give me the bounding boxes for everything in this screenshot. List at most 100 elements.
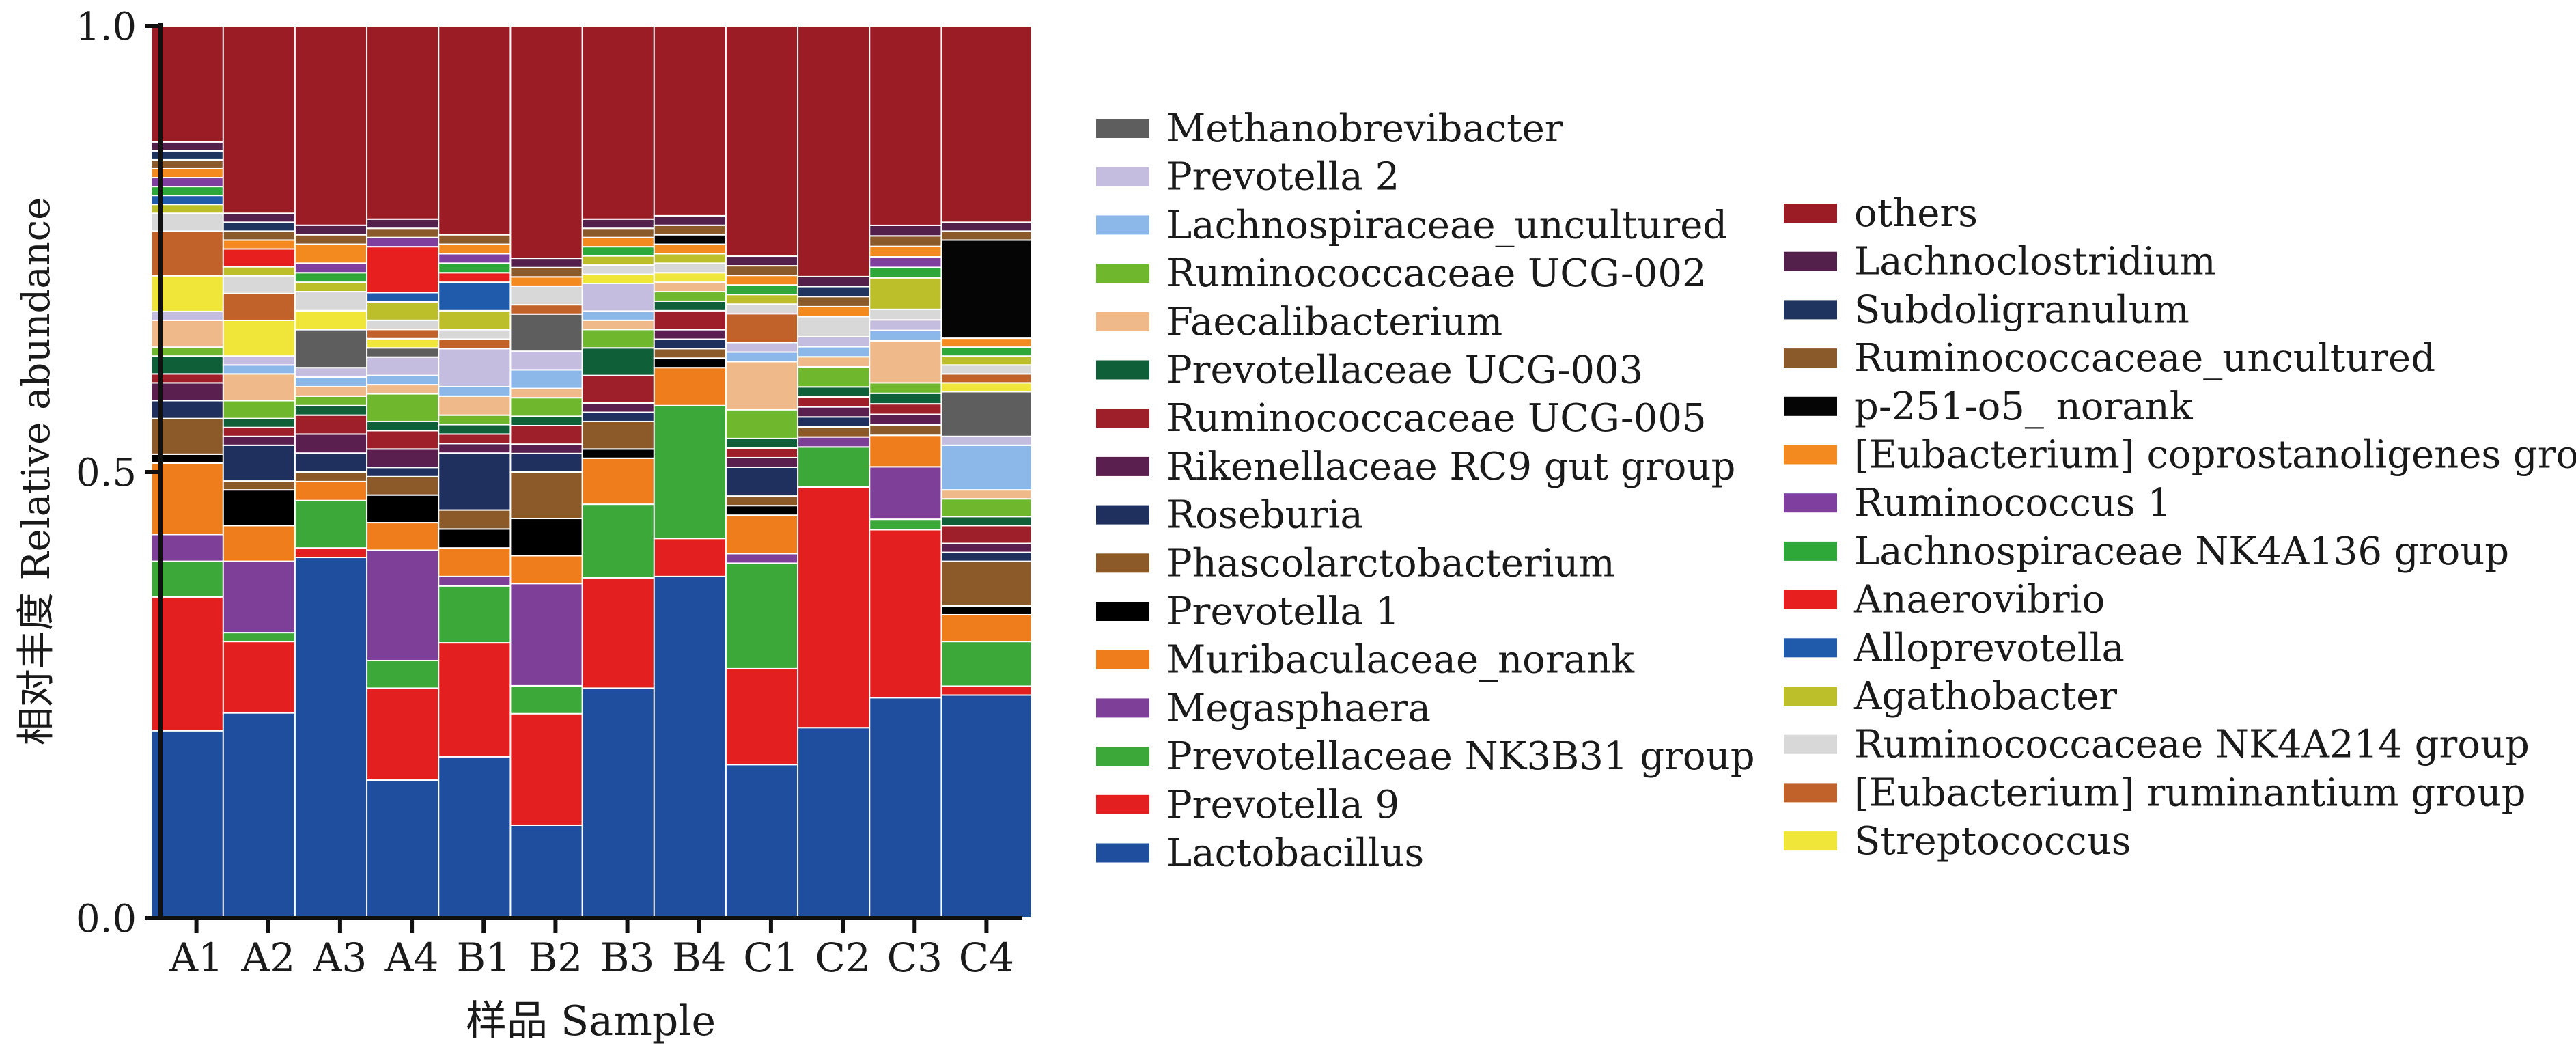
legend-swatch (1784, 541, 1837, 561)
x-tick-label: C4 (959, 935, 1014, 981)
bar-segment-C4-26 (940, 230, 1033, 241)
bars-layer (150, 25, 1033, 919)
bar-segment-C4-2 (940, 641, 1033, 687)
bar-segment-C4-19 (940, 355, 1033, 366)
legend-label: p-251-o5_ norank (1854, 385, 2194, 429)
legend-label: Lachnoclostridium (1854, 240, 2216, 284)
legend-swatch (1096, 409, 1149, 428)
legend-swatch (1096, 360, 1149, 380)
legend-label: [Eubacterium] ruminantium group (1854, 771, 2526, 815)
bar-segment-C4-10 (940, 516, 1033, 527)
x-tick-label: B3 (600, 935, 655, 981)
legend-swatch (1784, 493, 1837, 513)
x-tick-label: A4 (384, 935, 439, 981)
legend-swatch (1784, 348, 1837, 368)
legend-label: Ruminococcus 1 (1854, 481, 2172, 525)
legend-swatch (1096, 505, 1149, 525)
legend-swatch (1096, 456, 1149, 476)
ticks-layer: 0.0 0.5 1.0 A1 A2 A3 A4 B1 B2 B3 B4 C1 C2 C3 C4 (76, 5, 1014, 981)
legend-swatch (1784, 783, 1837, 803)
legend-label: Roseburia (1166, 493, 1363, 538)
legend-label: Ruminococcaceae_uncultured (1854, 336, 2435, 380)
legend-label: others (1854, 191, 1978, 236)
x-tick-label: B1 (456, 935, 511, 981)
bar-segment-C4-13 (940, 444, 1033, 491)
legend-label: Ruminococcaceae NK4A214 group (1854, 723, 2530, 767)
bar-segment-C4-16 (940, 382, 1033, 393)
legend-label: Methanobrevibacter (1166, 107, 1563, 151)
legend-label: Phascolarctobacterium (1166, 541, 1615, 585)
legend-swatch (1784, 638, 1837, 658)
legend-swatch (1784, 251, 1837, 271)
legend-label: Subdoligranulum (1854, 288, 2189, 332)
legend-swatch (1096, 553, 1149, 573)
legend-swatch (1784, 300, 1837, 320)
bar-segment-C4-29 (940, 25, 1033, 223)
legend-label: Alloprevotella (1853, 626, 2125, 670)
legend-label: Megasphaera (1166, 686, 1431, 730)
legend-swatch (1096, 794, 1149, 814)
legend-label: Ruminococcaceae UCG-002 (1166, 251, 1707, 296)
legend-swatch (1096, 843, 1149, 863)
x-tick-label: C2 (815, 935, 870, 981)
legend-label: Lachnospiraceae NK4A136 group (1854, 529, 2509, 574)
y-tick-label: 0.5 (76, 451, 137, 495)
legend-label: Rikenellaceae RC9 gut group (1166, 445, 1735, 489)
bar-segment-C4-18 (940, 364, 1033, 375)
legend-swatch (1784, 445, 1837, 465)
legend-swatch (1096, 215, 1149, 235)
legend-label: Lachnospiraceae_uncultured (1166, 203, 1727, 247)
y-axis-title: 相对丰度 Relative abundance (14, 197, 59, 746)
legend-label: Prevotellaceae UCG-003 (1166, 348, 1643, 393)
legend-swatch (1784, 204, 1837, 223)
legend-swatch (1096, 167, 1149, 186)
legend-label: Ruminococcaceae UCG-005 (1166, 396, 1707, 441)
legend-label: Prevotellaceae NK3B31 group (1166, 734, 1755, 779)
legend-label: [Eubacterium] coprostanoligenes group (1854, 433, 2576, 477)
legend-label: Streptococcus (1854, 819, 2131, 863)
legend-swatch (1096, 264, 1149, 283)
bar-segment-C4-25 (940, 239, 1033, 340)
legend-label: Lactobacillus (1166, 831, 1424, 876)
bar-segment-C4-5 (940, 605, 1033, 615)
bar-segment-C4-1 (940, 685, 1033, 696)
y-tick-label: 1.0 (76, 5, 137, 49)
legend-swatch (1784, 734, 1837, 754)
legend-swatch (1784, 687, 1837, 706)
legend-label: Prevotella 1 (1166, 590, 1399, 634)
bar-segment-C4-11 (940, 498, 1033, 518)
x-tick-label: A2 (240, 935, 295, 981)
legend-label: Anaerovibrio (1853, 578, 2105, 622)
x-tick-label: B2 (529, 935, 583, 981)
x-axis-title: 样品 Sample (466, 997, 716, 1045)
y-tick-label: 0.0 (76, 897, 137, 941)
x-tick-label: C1 (743, 935, 798, 981)
bar-segment-C4-9 (940, 525, 1033, 544)
legend-label: Faecalibacterium (1166, 300, 1502, 344)
x-tick-label: A3 (313, 935, 367, 981)
bar-segment-C4-6 (940, 560, 1033, 607)
bar-segment-C4-28 (940, 221, 1033, 232)
bar-segment-C4-24 (940, 337, 1033, 348)
bar-segment-C4-4 (940, 613, 1033, 643)
bar-segment-C4-0 (940, 694, 1033, 919)
legend-swatch (1096, 119, 1149, 138)
legend-swatch (1784, 396, 1837, 416)
x-tick-label: B4 (672, 935, 727, 981)
bar-segment-C4-17 (940, 373, 1033, 384)
legend-label: Muribaculaceae_norank (1166, 638, 1635, 682)
legend-label: Agathobacter (1853, 674, 2117, 719)
legend-label: Prevotella 9 (1166, 783, 1399, 827)
legend-swatch (1096, 602, 1149, 621)
bar-segment-C4-22 (940, 346, 1033, 357)
legend-swatch (1096, 650, 1149, 669)
legend-swatch (1784, 590, 1837, 609)
bar-segment-C4-12 (940, 489, 1033, 500)
bar-segment-C4-14 (940, 435, 1033, 446)
bar-segment-C4-7 (940, 551, 1033, 562)
legend-swatch (1096, 698, 1149, 718)
legend-label: Prevotella 2 (1166, 155, 1399, 199)
legend-swatch (1096, 312, 1149, 331)
